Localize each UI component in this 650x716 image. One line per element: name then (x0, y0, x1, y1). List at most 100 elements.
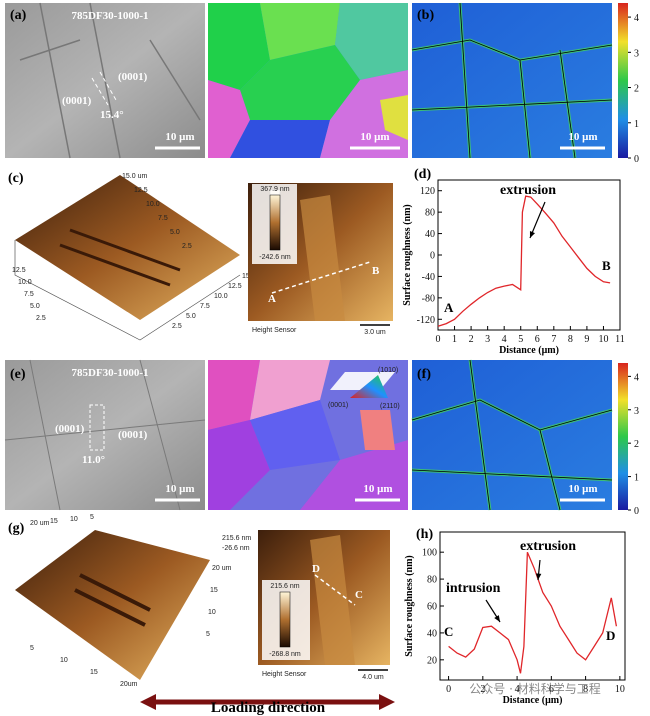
axis-3d-label: 10.0 (214, 293, 228, 300)
axis-3d-label: 20 um (212, 565, 232, 572)
panel-e: (e) 785DF30-1000-1 (0001) (0001) 11.0° 1… (4, 359, 206, 511)
x-tick-label: 5 (518, 334, 523, 345)
axis-3d-label: 5.0 (170, 229, 180, 236)
annotation: extrusion (500, 183, 556, 198)
x-tick-label: 8 (568, 334, 573, 345)
ipf-triangle (350, 375, 388, 398)
axis-3d-label: 5.0 (30, 303, 40, 310)
panel-f: (f) 10 μm (411, 359, 613, 511)
panel-b: (b) 10 μm (411, 2, 613, 159)
panel-a: (a) 785DF30-1000-1 (0001) (0001) 15.4° 1… (5, 2, 205, 159)
x-tick-label: 10 (615, 684, 625, 695)
grain-boundaries (411, 2, 613, 159)
sem-image (5, 360, 205, 510)
y-tick-label: 80 (425, 208, 435, 219)
grain (260, 3, 340, 60)
axis-3d-label: 7.5 (158, 215, 168, 222)
ipf-label: (1010) (378, 367, 398, 374)
axis-3d-label: 20 um (30, 520, 50, 527)
panel-label: (e) (10, 367, 26, 382)
y-tick-label: -120 (417, 315, 435, 326)
y-tick-label: 100 (422, 548, 437, 559)
colorbar-tick-label: 3 (634, 48, 639, 59)
annotation: B (602, 258, 611, 273)
y-tick-label: -40 (422, 272, 435, 283)
colorbar-tick-label: 1 (634, 119, 639, 130)
grain-boundaries (411, 359, 613, 511)
grain (208, 3, 270, 90)
plot-frame (439, 531, 626, 681)
scale-bar-label: 10 μm (165, 483, 194, 495)
x-tick-label: 0 (436, 334, 441, 345)
colorbar-tick-label: 4 (634, 13, 639, 24)
arrow-head (494, 615, 500, 622)
x-tick-label: 2 (469, 334, 474, 345)
y-tick-label: 60 (427, 602, 437, 613)
scale-bar-label: 10 μm (360, 131, 389, 143)
y-tick-label: 20 (427, 655, 437, 666)
height-max: 367.9 nm (260, 186, 289, 193)
panel-label: (h) (416, 527, 433, 542)
kam-colorbar (618, 363, 628, 510)
surface-step (59, 228, 181, 287)
axis-3d-label: 2.5 (172, 323, 182, 330)
axis-3d-label: 10.0 (146, 201, 160, 208)
scale-bar-label: 10 μm (165, 131, 194, 143)
plot-frame (437, 179, 621, 331)
axis-3d-label: 10 (70, 516, 78, 523)
y-tick-label: 40 (425, 229, 435, 240)
panel-label: (c) (8, 171, 24, 186)
angle-label: 15.4° (100, 109, 124, 121)
surface-lines (4, 359, 206, 511)
grain (380, 95, 408, 140)
x-tick-label: 10 (598, 334, 608, 345)
sensor-label: Height Sensor (252, 327, 297, 334)
x-tick-label: 0 (446, 684, 451, 695)
trace-box (89, 404, 105, 451)
panel-c-afm: 367.9 nm -242.6 nm A B Height Sensor 3.0… (248, 183, 393, 336)
loading-label: Loading direction (211, 700, 326, 716)
axis-3d-label: 5 (90, 514, 94, 521)
arrow-head (140, 694, 156, 710)
ipf-label: (0001) (328, 402, 348, 409)
axis-3d-label: 215.6 nm (222, 535, 251, 542)
x-tick-label: 6 (535, 334, 540, 345)
grain (208, 80, 250, 158)
line (437, 195, 611, 327)
x-tick-label: 9 (584, 334, 589, 345)
axis-3d-label: 12.5 (134, 187, 148, 194)
y-tick-label: -80 (422, 293, 435, 304)
point-label: A (268, 293, 276, 305)
profile-line (314, 574, 356, 606)
x-axis-label: Distance (μm) (499, 345, 559, 356)
grain (320, 70, 408, 158)
axis-3d-label: 15 (90, 669, 98, 676)
annotation: extrusion (520, 539, 576, 554)
watermark: 公众号 · 材料科学与工程 (469, 681, 600, 696)
footer: Loading direction 公众号 · 材料科学与工程 (140, 681, 601, 716)
grain (250, 400, 340, 470)
colorbar-tick-label: 2 (634, 439, 639, 450)
y-tick-label: 120 (420, 186, 435, 197)
panel-label: (b) (417, 8, 434, 23)
x-tick-label: 3 (485, 334, 490, 345)
point-label: C (355, 589, 363, 601)
axis-3d-label: 7.5 (24, 291, 34, 298)
colorbar-tick-label: 3 (634, 406, 639, 417)
arrow-head (535, 573, 542, 580)
x-tick-label: 8 (583, 684, 588, 695)
height-min: -268.8 nm (269, 651, 301, 658)
height-colorbar (279, 591, 291, 648)
panel-g-afm: 215.6 nm -268.8 nm D C Height Sensor 4.0… (258, 530, 390, 681)
y-tick-label: 40 (427, 628, 437, 639)
height-colorbar (269, 194, 281, 251)
line (448, 551, 618, 674)
surface-band (310, 535, 355, 665)
panel-label: (a) (10, 8, 27, 23)
plane-label: (0001) (118, 429, 148, 441)
grain (335, 3, 408, 80)
surface-step (74, 573, 151, 627)
annotation-arrow (529, 201, 546, 239)
angle-label: 11.0° (82, 454, 105, 466)
